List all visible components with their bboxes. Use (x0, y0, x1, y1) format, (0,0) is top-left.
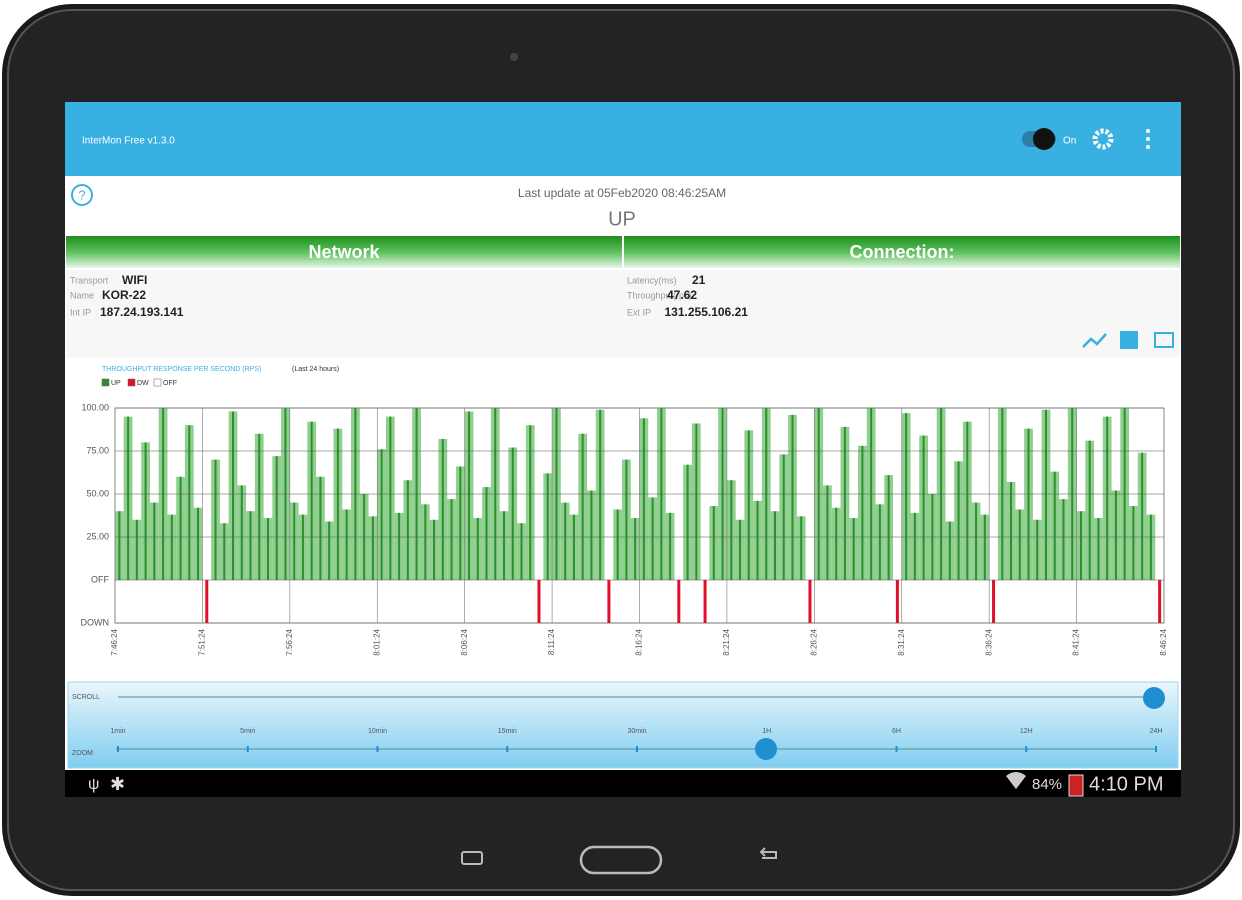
wifi-icon (1006, 772, 1026, 789)
home-button[interactable] (579, 845, 663, 875)
x-tick-label: 8:06:24 (460, 628, 469, 655)
chart-subtitle: (Last 24 hours) (292, 366, 339, 373)
legend-swatch (101, 378, 110, 387)
zoom-step-label: 12H (1020, 728, 1033, 735)
scroll-label: SCROLL (72, 694, 100, 701)
back-button[interactable] (759, 847, 777, 859)
help-icon[interactable] (71, 184, 93, 206)
usb-icon: ψ (88, 776, 99, 793)
battery-icon (1068, 774, 1084, 797)
scroll-thumb[interactable] (1143, 687, 1165, 709)
slider-panel (67, 681, 1179, 769)
y-tick-label: OFF (91, 574, 109, 584)
info-label: Throughput(rps) (627, 290, 692, 300)
chart-title: THROUGHPUT RESPONSE PER SECOND (RPS) (102, 366, 261, 373)
info-value: KOR-22 (102, 288, 146, 302)
chart-type-icons (1082, 331, 1174, 349)
down-bar (205, 580, 209, 623)
x-tick-label: 8:46:24 (1159, 628, 1168, 655)
recents-button[interactable] (461, 851, 483, 865)
y-tick-label: 100.00 (81, 402, 109, 412)
y-tick-label: 25.00 (86, 531, 109, 541)
x-tick-label: 8:36:24 (984, 628, 993, 655)
info-label: Ext IP (627, 307, 651, 317)
zoom-step-label: 10min (368, 728, 387, 735)
menu-icon[interactable] (1146, 129, 1150, 149)
app-title: InterMon Free v1.3.0 (82, 136, 175, 147)
y-tick-label: 50.00 (86, 488, 109, 498)
info-label: Latency(ms) (627, 275, 677, 285)
zoom-thumb[interactable] (755, 738, 777, 760)
camera (510, 53, 518, 61)
info-value: 131.255.106.21 (665, 305, 749, 319)
y-tick-label: DOWN (81, 617, 110, 627)
toggle-thumb[interactable] (1033, 128, 1055, 150)
zoom-step-label: 15min (498, 728, 517, 735)
info-value: 47.62 (667, 288, 697, 302)
zoom-step-label: 1H (762, 728, 771, 735)
bar-chart-icon[interactable] (1120, 331, 1138, 349)
settings-icon[interactable] (1092, 128, 1114, 150)
x-tick-label: 7:46:24 (110, 628, 119, 655)
x-tick-label: 8:21:24 (722, 628, 731, 655)
zoom-step-label: 1min (110, 728, 125, 735)
last-update: Last update at 05Feb2020 08:46:25AM (518, 186, 726, 200)
legend-label: UP (111, 380, 121, 387)
legend-label: OFF (163, 380, 177, 387)
down-bar (677, 580, 681, 623)
down-bar (1158, 580, 1162, 623)
x-tick-label: 8:01:24 (372, 628, 381, 655)
info-value: 21 (692, 273, 706, 287)
x-tick-label: 7:56:24 (285, 628, 294, 655)
system-bar (65, 770, 1181, 797)
down-bar (895, 580, 899, 623)
line-chart-icon[interactable] (1082, 333, 1107, 348)
zoom-step-label: 30min (627, 728, 646, 735)
zoom-step-label: 6H (892, 728, 901, 735)
info-label: Int IP (70, 307, 91, 317)
info-value: 187.24.193.141 (100, 305, 184, 319)
zoom-label: ZOOM (72, 750, 93, 757)
x-tick-label: 8:16:24 (635, 628, 644, 655)
network-header (66, 236, 622, 268)
x-tick-label: 8:41:24 (1072, 628, 1081, 655)
down-bar (537, 580, 541, 623)
connection-title: Connection: (850, 242, 955, 262)
chart: THROUGHPUT RESPONSE PER SECOND (RPS) (Las… (81, 366, 1169, 656)
battery-percent: 84% (1032, 776, 1062, 793)
down-bar (607, 580, 611, 623)
info-panel (66, 270, 1180, 358)
zoom-step-label: 24H (1150, 728, 1163, 735)
brightness-icon: ✱ (110, 774, 125, 794)
zoom-step-label: 5min (240, 728, 255, 735)
down-bar (992, 580, 996, 623)
info-value: WIFI (122, 273, 147, 287)
info-label: Name (70, 290, 94, 300)
list-icon[interactable] (1154, 332, 1174, 348)
x-tick-label: 8:26:24 (809, 628, 818, 655)
legend-swatch (127, 378, 136, 387)
app-bar (65, 102, 1181, 176)
down-bar (808, 580, 812, 623)
down-bar (703, 580, 707, 623)
zoom-steps: 1min 5min 10min 15min 30min 1H 6H 12H 24H (110, 728, 1162, 752)
clock: 4:10 PM (1089, 773, 1163, 795)
state: UP (608, 208, 636, 230)
info-label: Transport (70, 275, 109, 285)
legend-label: DW (137, 380, 149, 387)
toggle-label: On (1063, 136, 1076, 147)
x-tick-label: 7:51:24 (198, 628, 207, 655)
legend-swatch (153, 378, 162, 387)
x-tick-label: 8:11:24 (547, 628, 556, 655)
network-title: Network (308, 242, 380, 262)
connection-header (624, 236, 1180, 268)
help-mark: ? (78, 187, 85, 202)
y-tick-label: 75.00 (86, 445, 109, 455)
x-tick-label: 8:31:24 (897, 628, 906, 655)
